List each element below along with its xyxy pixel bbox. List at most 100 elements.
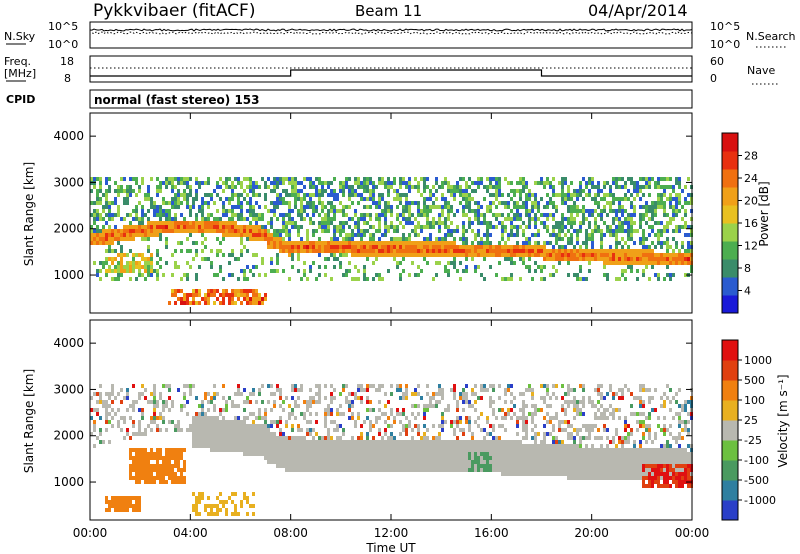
velocity-cell [168, 476, 171, 480]
power-cell [231, 297, 234, 301]
power-cell [345, 273, 348, 277]
velocity-cell [459, 456, 462, 460]
velocity-cell [234, 428, 237, 432]
power-cell [384, 185, 387, 189]
velocity-cell [459, 452, 462, 456]
velocity-cell [429, 452, 432, 456]
power-cell [564, 253, 567, 257]
power-cell [195, 213, 198, 217]
velocity-cell [258, 448, 261, 452]
power-cell [624, 229, 627, 233]
velocity-cell [162, 460, 165, 464]
velocity-cell [561, 448, 564, 452]
power-cell [417, 221, 420, 225]
power-cell [255, 233, 258, 237]
power-cell [615, 229, 618, 233]
power-cell [174, 289, 177, 293]
power-cell [450, 229, 453, 233]
power-cell [441, 193, 444, 197]
power-cell [333, 205, 336, 209]
power-cell [282, 237, 285, 241]
velocity-cell [330, 408, 333, 412]
velocity-cell [177, 448, 180, 452]
velocity-cell [324, 420, 327, 424]
power-cell [477, 181, 480, 185]
velocity-cell [213, 384, 216, 388]
power-cell [411, 241, 414, 245]
power-cell [567, 257, 570, 261]
velocity-cell [555, 452, 558, 456]
velocity-cell [312, 444, 315, 448]
power-cell [486, 209, 489, 213]
velocity-cell [501, 464, 504, 468]
power-cell [687, 201, 690, 205]
power-cell [447, 201, 450, 205]
velocity-cell [165, 472, 168, 476]
velocity-cell [378, 428, 381, 432]
power-cell [675, 245, 678, 249]
velocity-cell [216, 440, 219, 444]
velocity-cell [153, 396, 156, 400]
power-cell [648, 205, 651, 209]
velocity-cell [267, 436, 270, 440]
power-cell [312, 261, 315, 265]
power-cell [117, 265, 120, 269]
power-cell [594, 221, 597, 225]
power-cell [681, 225, 684, 229]
velocity-cell [474, 384, 477, 388]
power-cell [300, 225, 303, 229]
power-cell [525, 245, 528, 249]
power-cell [465, 253, 468, 257]
power-cell [627, 253, 630, 257]
power-cell [543, 225, 546, 229]
velocity-cell [468, 448, 471, 452]
velocity-cell [249, 400, 252, 404]
velocity-cell [420, 396, 423, 400]
velocity-cell [531, 388, 534, 392]
power-cell [540, 265, 543, 269]
power-cell [102, 237, 105, 241]
velocity-cell [342, 412, 345, 416]
power-cell [618, 197, 621, 201]
velocity-cell [390, 408, 393, 412]
velocity-cell [471, 440, 474, 444]
power-cell [426, 245, 429, 249]
power-cell [498, 193, 501, 197]
power-cell [225, 233, 228, 237]
power-cell [267, 209, 270, 213]
velocity-cell [504, 456, 507, 460]
power-cell [144, 269, 147, 273]
velocity-cell [312, 464, 315, 468]
velocity-cell [135, 468, 138, 472]
velocity-cell [372, 468, 375, 472]
power-cell [384, 205, 387, 209]
power-cell [426, 205, 429, 209]
power-cell [288, 241, 291, 245]
velocity-cell [501, 472, 504, 476]
velocity-cell [111, 424, 114, 428]
velocity-cell [474, 400, 477, 404]
power-cell [318, 241, 321, 245]
power-cell [468, 201, 471, 205]
power-cell [498, 261, 501, 265]
power-cell [216, 225, 219, 229]
velocity-cell [183, 404, 186, 408]
velocity-cell [303, 452, 306, 456]
velocity-cell [231, 512, 234, 516]
velocity-cell [441, 392, 444, 396]
power-cell [354, 177, 357, 181]
velocity-cell [96, 436, 99, 440]
power-cell [657, 185, 660, 189]
power-cell [390, 245, 393, 249]
power-cell [675, 197, 678, 201]
power-cell [174, 193, 177, 197]
power-cell [357, 185, 360, 189]
velocity-cell [276, 420, 279, 424]
power-cell [162, 213, 165, 217]
velocity-cell [324, 444, 327, 448]
velocity-cell [180, 468, 183, 472]
velocity-cell [309, 396, 312, 400]
power-cell [252, 237, 255, 241]
velocity-cell [153, 416, 156, 420]
velocity-cell [390, 412, 393, 416]
